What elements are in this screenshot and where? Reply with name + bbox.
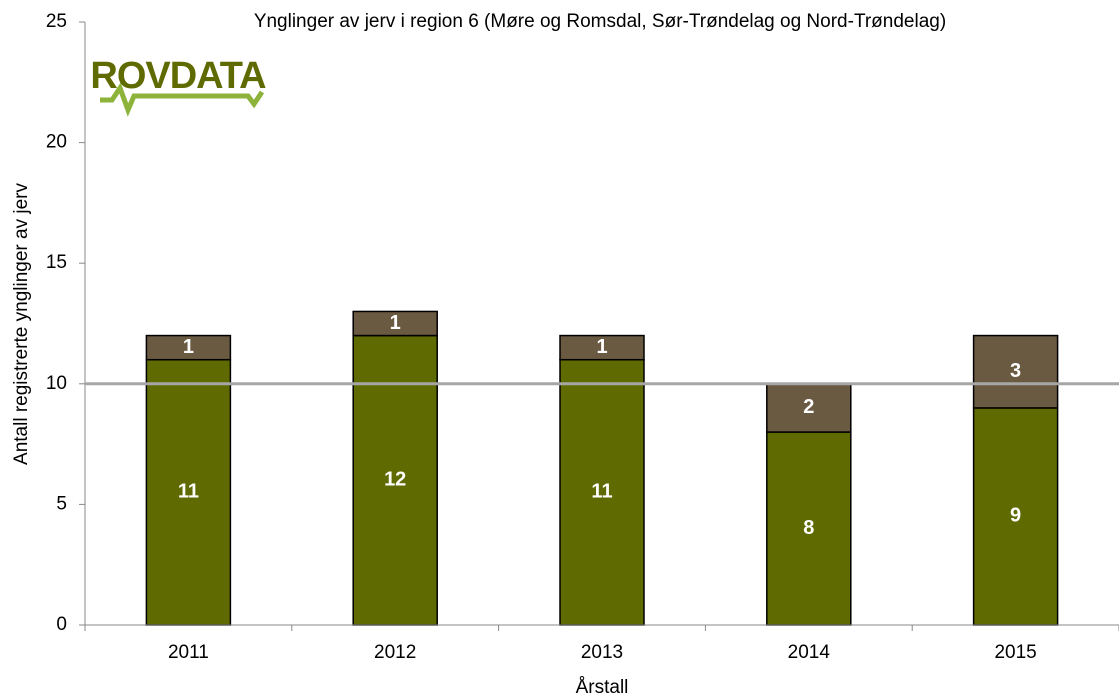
data-label: 3: [1010, 360, 1021, 382]
x-tick-label: 2013: [581, 642, 623, 663]
data-label: 2: [803, 396, 814, 418]
bar-segment: [352, 310, 438, 337]
logo-text: ROVDATA: [90, 55, 266, 97]
data-label: 1: [183, 336, 194, 358]
data-label: 8: [803, 517, 814, 539]
bar-segment: [766, 431, 852, 626]
bar-segment: [145, 334, 232, 361]
data-label: 12: [384, 469, 406, 491]
logo: ROVDATA: [90, 55, 267, 117]
x-axis-label: Årstall: [576, 677, 629, 698]
logo-wave: [100, 82, 265, 117]
y-tick-label: 20: [46, 132, 67, 153]
bar-segment: [559, 334, 645, 361]
chart-title: Ynglinger av jerv i region 6 (Møre og Ro…: [254, 11, 946, 32]
x-tick-label: 2012: [374, 642, 416, 663]
x-tick-label: 2011: [168, 642, 209, 663]
data-label: 1: [596, 336, 607, 358]
y-tick-label: 25: [46, 11, 67, 32]
bar-segment: [972, 334, 1059, 409]
data-label: 9: [1010, 505, 1021, 527]
x-tick-label: 2014: [788, 642, 831, 663]
bar-segment: [766, 383, 852, 433]
data-label: 11: [178, 481, 199, 503]
x-tick-label: 2015: [994, 642, 1036, 663]
y-tick-label: 10: [46, 373, 67, 394]
y-tick-label: 15: [46, 252, 67, 273]
bar-segment: [559, 358, 645, 626]
data-label: 11: [591, 481, 612, 503]
data-label: 1: [390, 312, 401, 334]
y-axis-label: Antall registrerte ynglinger av jerv: [11, 183, 32, 465]
y-tick-label: 0: [56, 614, 67, 635]
y-tick-label: 5: [56, 493, 67, 514]
